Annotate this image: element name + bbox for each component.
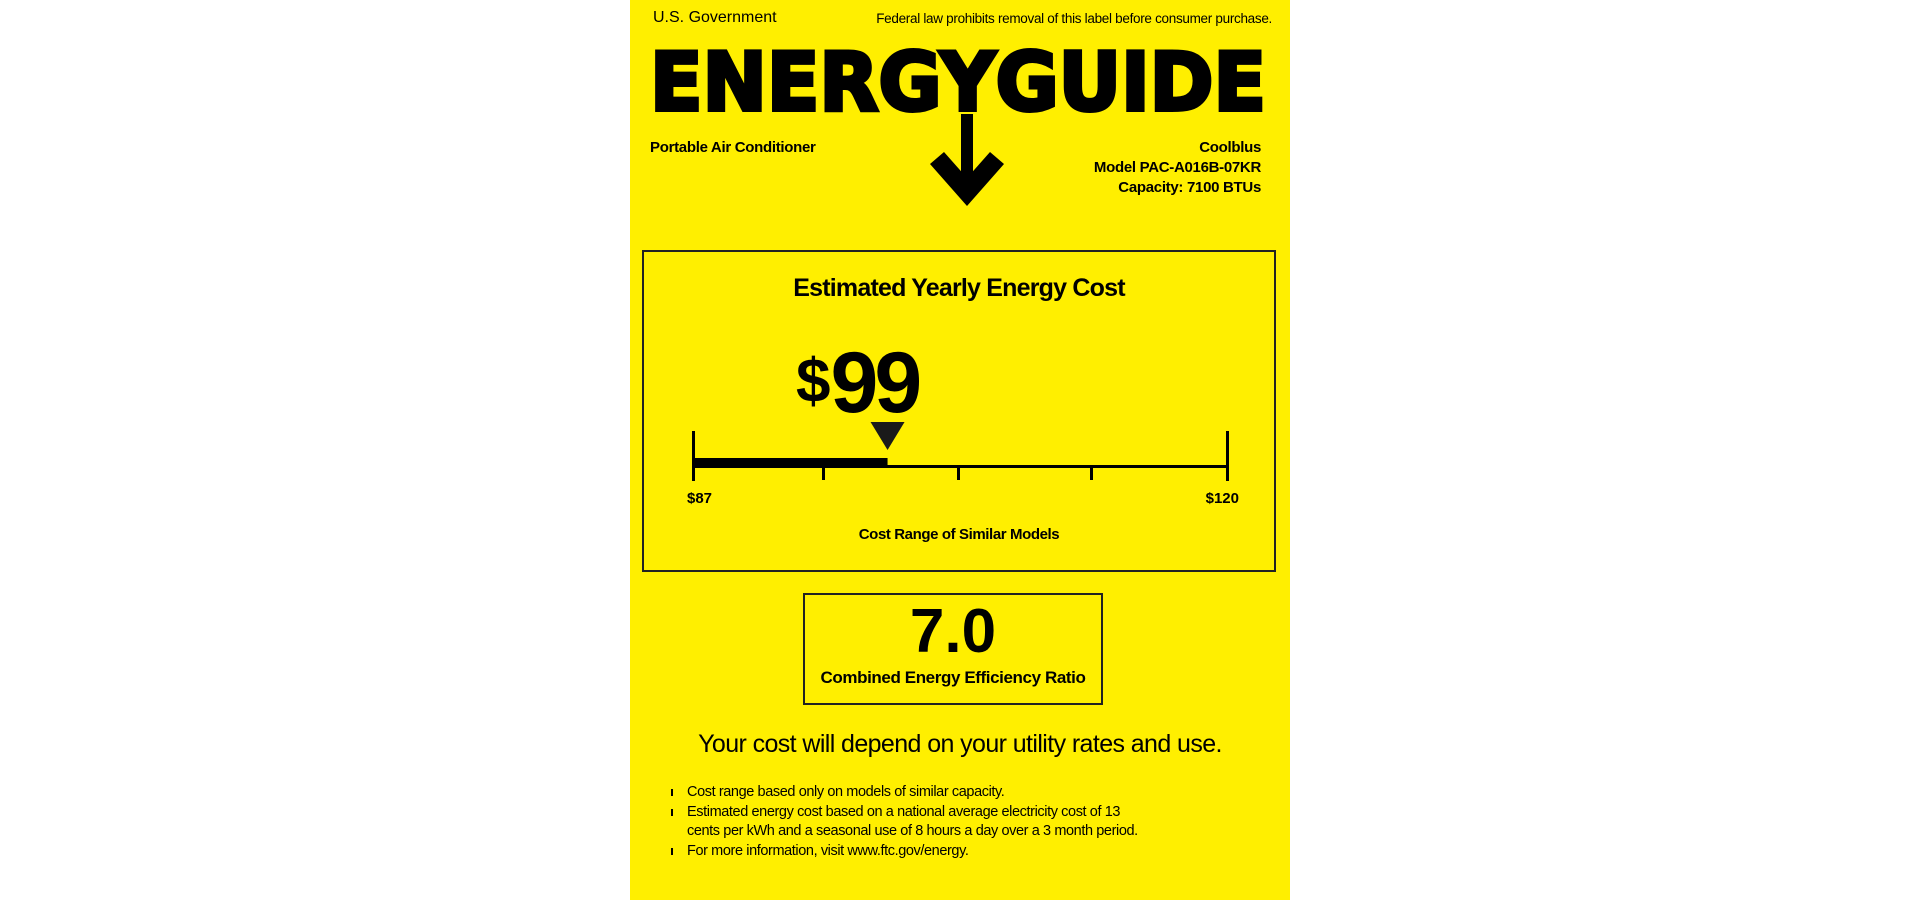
energyguide-logo: ENERGYGUIDE (648, 36, 1268, 206)
currency-symbol: $ (796, 347, 831, 416)
legal-notice: Federal law prohibits removal of this la… (876, 11, 1272, 26)
energyguide-label: U.S. Government Federal law prohibits re… (630, 0, 1290, 900)
yearly-cost-title: Estimated Yearly Energy Cost (793, 274, 1125, 302)
cost-amount: 99 (830, 335, 922, 431)
footnote-line: cents per kWh and a seasonal use of 8 ho… (687, 823, 1138, 839)
scale-tick (822, 467, 825, 480)
footnote-item: For more information, visit www.ftc.gov/… (671, 842, 1138, 862)
footnote-line: Cost range based only on models of simil… (687, 784, 1005, 800)
bullet-icon (671, 808, 673, 816)
bullet-icon (671, 789, 673, 796)
range-min-label: $87 (687, 490, 713, 507)
cost-pointer-icon (870, 422, 905, 450)
product-type: Portable Air Conditioner (650, 139, 816, 156)
cost-statement: Your cost will depend on your utility ra… (698, 730, 1222, 758)
scale-fill-bar (693, 458, 888, 468)
model-number: Model PAC-A016B-07KR (1093, 159, 1261, 176)
footnote-line: Estimated energy cost based on a nationa… (687, 803, 1121, 820)
yearly-cost-box: Estimated Yearly Energy Cost $99 $87 $12… (642, 250, 1276, 572)
efficiency-box: 7.0 Combined Energy Efficiency Ratio (803, 593, 1103, 705)
efficiency-label: Combined Energy Efficiency Ratio (820, 668, 1086, 687)
scale-tick (957, 467, 960, 480)
arrow-down-icon (930, 114, 1004, 206)
scale-end-tick-max (1226, 431, 1229, 481)
scale-line (693, 465, 1228, 468)
issuer-text: U.S. Government (653, 9, 777, 26)
efficiency-value: 7.0 (909, 597, 997, 666)
logo-lettering: ENERGYGUIDE (650, 36, 1266, 129)
bullet-icon (671, 847, 673, 855)
scale-tick (1090, 467, 1093, 480)
range-title: Cost Range of Similar Models (858, 526, 1060, 543)
scale-end-tick-min (692, 431, 695, 481)
footnote-item: Estimated energy cost based on a nationa… (671, 803, 1138, 842)
footnotes-list: Cost range based only on models of simil… (671, 783, 1138, 861)
range-max-label: $120 (1205, 490, 1239, 507)
footnote-line: For more information, visit www.ftc.gov/… (687, 842, 969, 859)
footnote-item: Cost range based only on models of simil… (671, 783, 1138, 803)
brand-name: Coolblus (1199, 139, 1261, 156)
cost-range-scale (692, 422, 1229, 481)
yearly-cost-value: $99 (796, 340, 922, 426)
capacity: Capacity: 7100 BTUs (1118, 179, 1261, 196)
